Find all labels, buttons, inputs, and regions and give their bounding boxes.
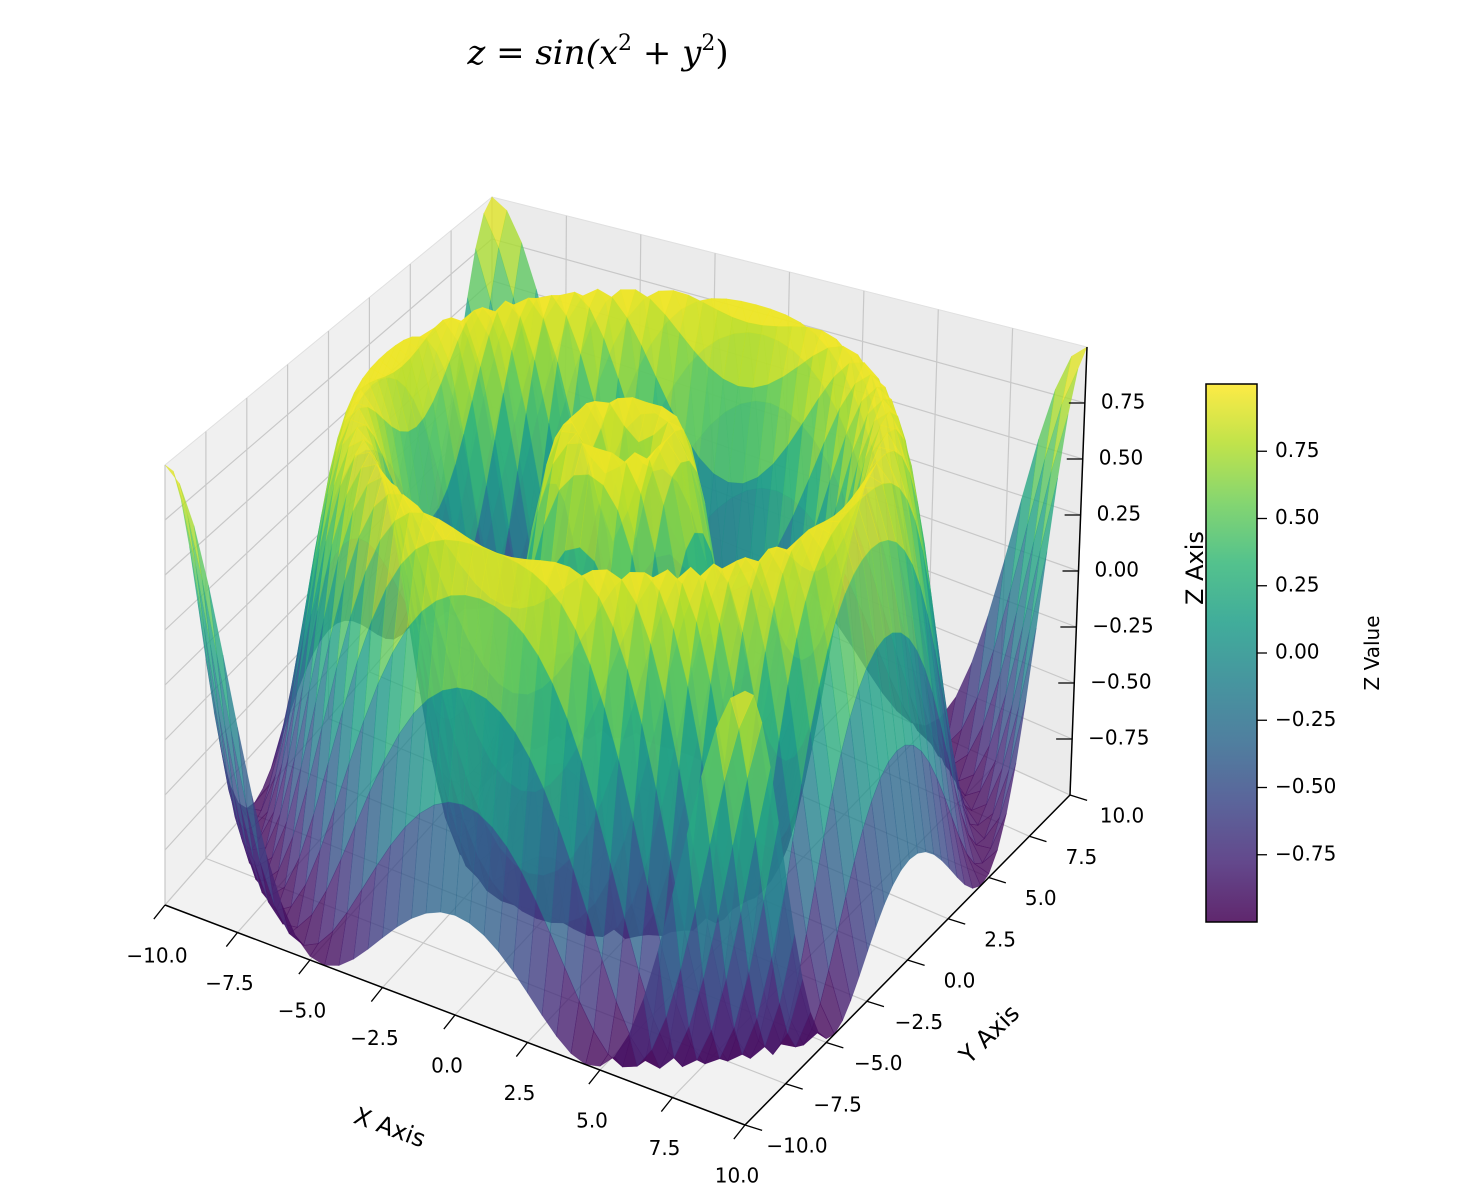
title-y-exp: 2: [701, 31, 715, 56]
z-tick-label: −0.25: [1092, 614, 1153, 638]
colorbar-tick-label: −0.75: [1275, 841, 1336, 865]
y-tick-label: −2.5: [895, 1010, 944, 1034]
title-plus: +: [632, 33, 682, 73]
z-tick-label: −0.75: [1088, 726, 1149, 750]
x-tick-label: 10.0: [715, 1164, 760, 1188]
y-axis-label: Y Axis: [953, 999, 1025, 1070]
z-tick-label: 0.25: [1097, 502, 1142, 526]
x-tick-label: 2.5: [504, 1081, 536, 1105]
z-axis-label: Z Axis: [1181, 531, 1209, 605]
colorbar-tick-label: −0.25: [1275, 707, 1336, 731]
colorbar-tick-label: 0.75: [1275, 438, 1320, 462]
colorbar-tick-label: 0.00: [1275, 640, 1320, 664]
surface-patch: [819, 969, 843, 1035]
y-tick-label: −5.0: [854, 1051, 903, 1075]
y-tick-label: 0.0: [944, 969, 976, 993]
y-tick-label: 5.0: [1025, 886, 1057, 910]
x-tick: [225, 932, 239, 947]
x-tick-label: −2.5: [350, 1026, 399, 1050]
x-tick: [443, 1014, 456, 1030]
y-tick: [866, 1000, 885, 1008]
x-tick: [153, 904, 166, 920]
title-lhs: z = sin(: [466, 33, 599, 73]
y-tick: [744, 1124, 763, 1132]
surface-patch: [871, 778, 894, 906]
x-tick: [588, 1069, 601, 1085]
surface-patch: [747, 722, 771, 839]
x-tick-label: −10.0: [126, 944, 187, 968]
y-tick-label: −10.0: [766, 1134, 827, 1158]
x-tick-label: 7.5: [649, 1136, 681, 1160]
x-tick: [733, 1124, 746, 1140]
title-rhs: ): [715, 33, 728, 73]
z-tick-label: −0.50: [1090, 670, 1151, 694]
colorbar-tick-label: 0.25: [1275, 572, 1320, 596]
surface-patch: [836, 896, 860, 1002]
z-tick-label: 0.00: [1095, 558, 1140, 582]
y-tick-label: 2.5: [984, 927, 1016, 951]
y-tick: [907, 959, 925, 967]
colorbar-gradient: [1205, 383, 1258, 923]
axis-ticks: −10.0−7.5−5.0−2.50.02.55.07.510.0−10.0−7…: [126, 390, 1153, 1188]
x-tick-label: −7.5: [205, 971, 254, 995]
surface-patch: [738, 694, 763, 778]
y-tick-label: −7.5: [813, 1092, 862, 1116]
surface-patch: [1029, 477, 1058, 632]
title-x-term: x: [599, 33, 618, 73]
y-tick: [826, 1041, 844, 1049]
surface-patch: [779, 934, 803, 1035]
colorbar-tick-label: 0.50: [1275, 505, 1320, 529]
colorbar-tick-label: −0.50: [1275, 774, 1336, 798]
x-tick-label: −5.0: [278, 999, 327, 1023]
x-tick-label: 5.0: [576, 1109, 608, 1133]
y-tick: [1029, 835, 1047, 843]
surface-patch: [879, 760, 902, 887]
y-tick-label: 7.5: [1065, 845, 1097, 869]
x-tick: [370, 987, 384, 1002]
x-tick: [515, 1042, 529, 1057]
title-y-term: y: [680, 33, 702, 73]
surface-patch: [1018, 551, 1048, 707]
x-tick-label: 0.0: [431, 1054, 463, 1078]
x-tick: [298, 959, 311, 975]
surface-patch: [862, 801, 885, 927]
surface-patch: [951, 817, 974, 889]
chart-title: z = sin(x2 + y2): [466, 31, 728, 73]
z-tick-label: 0.75: [1101, 390, 1146, 414]
x-tick: [660, 1097, 674, 1112]
surface-patch: [787, 979, 811, 1048]
surface-patch: [730, 690, 754, 730]
y-tick: [1069, 794, 1088, 802]
y-tick: [785, 1083, 803, 1090]
x-axis-label: X Axis: [350, 1102, 429, 1154]
colorbar: −0.75 −0.50 −0.25 0.00 0.25 0.50 0.75 Z Value: [1205, 383, 1384, 923]
surface-patch: [990, 762, 1017, 849]
y-tick: [947, 918, 966, 925]
title-x-exp: 2: [618, 31, 632, 56]
colorbar-label: Z Value: [1360, 616, 1384, 691]
colorbar-ticks: −0.75 −0.50 −0.25 0.00 0.25 0.50 0.75: [1257, 438, 1336, 865]
z-tick-label: 0.50: [1099, 446, 1144, 470]
surface-patch: [1039, 414, 1069, 552]
surface-plot: [164, 196, 1088, 1070]
y-tick: [988, 876, 1007, 884]
surface-patch: [1008, 627, 1037, 771]
y-tick-label: 10.0: [1100, 804, 1145, 828]
